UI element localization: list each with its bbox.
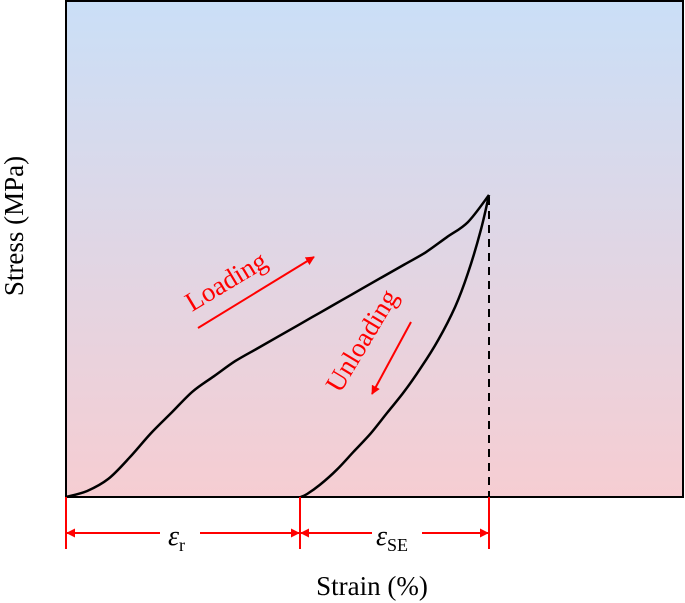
loading-curve [65, 194, 490, 499]
plot-frame [65, 0, 684, 498]
curves-group [65, 194, 491, 499]
unloading-curve [300, 194, 491, 499]
eps-r-symbol: ε [168, 521, 179, 552]
plot-area-background [66, 1, 683, 497]
eps-r-subscript: r [179, 535, 185, 555]
unloading-arrow [371, 321, 412, 395]
eps-se-label: εSE [376, 521, 408, 555]
x-axis-label: Strain (%) [316, 571, 428, 601]
eps-se-subscript: SE [387, 535, 408, 555]
eps-se-symbol: ε [376, 521, 387, 552]
eps-r-label: εr [168, 521, 185, 555]
loading-arrow [197, 256, 315, 329]
y-axis-label: Stress (MPa) [0, 156, 29, 296]
